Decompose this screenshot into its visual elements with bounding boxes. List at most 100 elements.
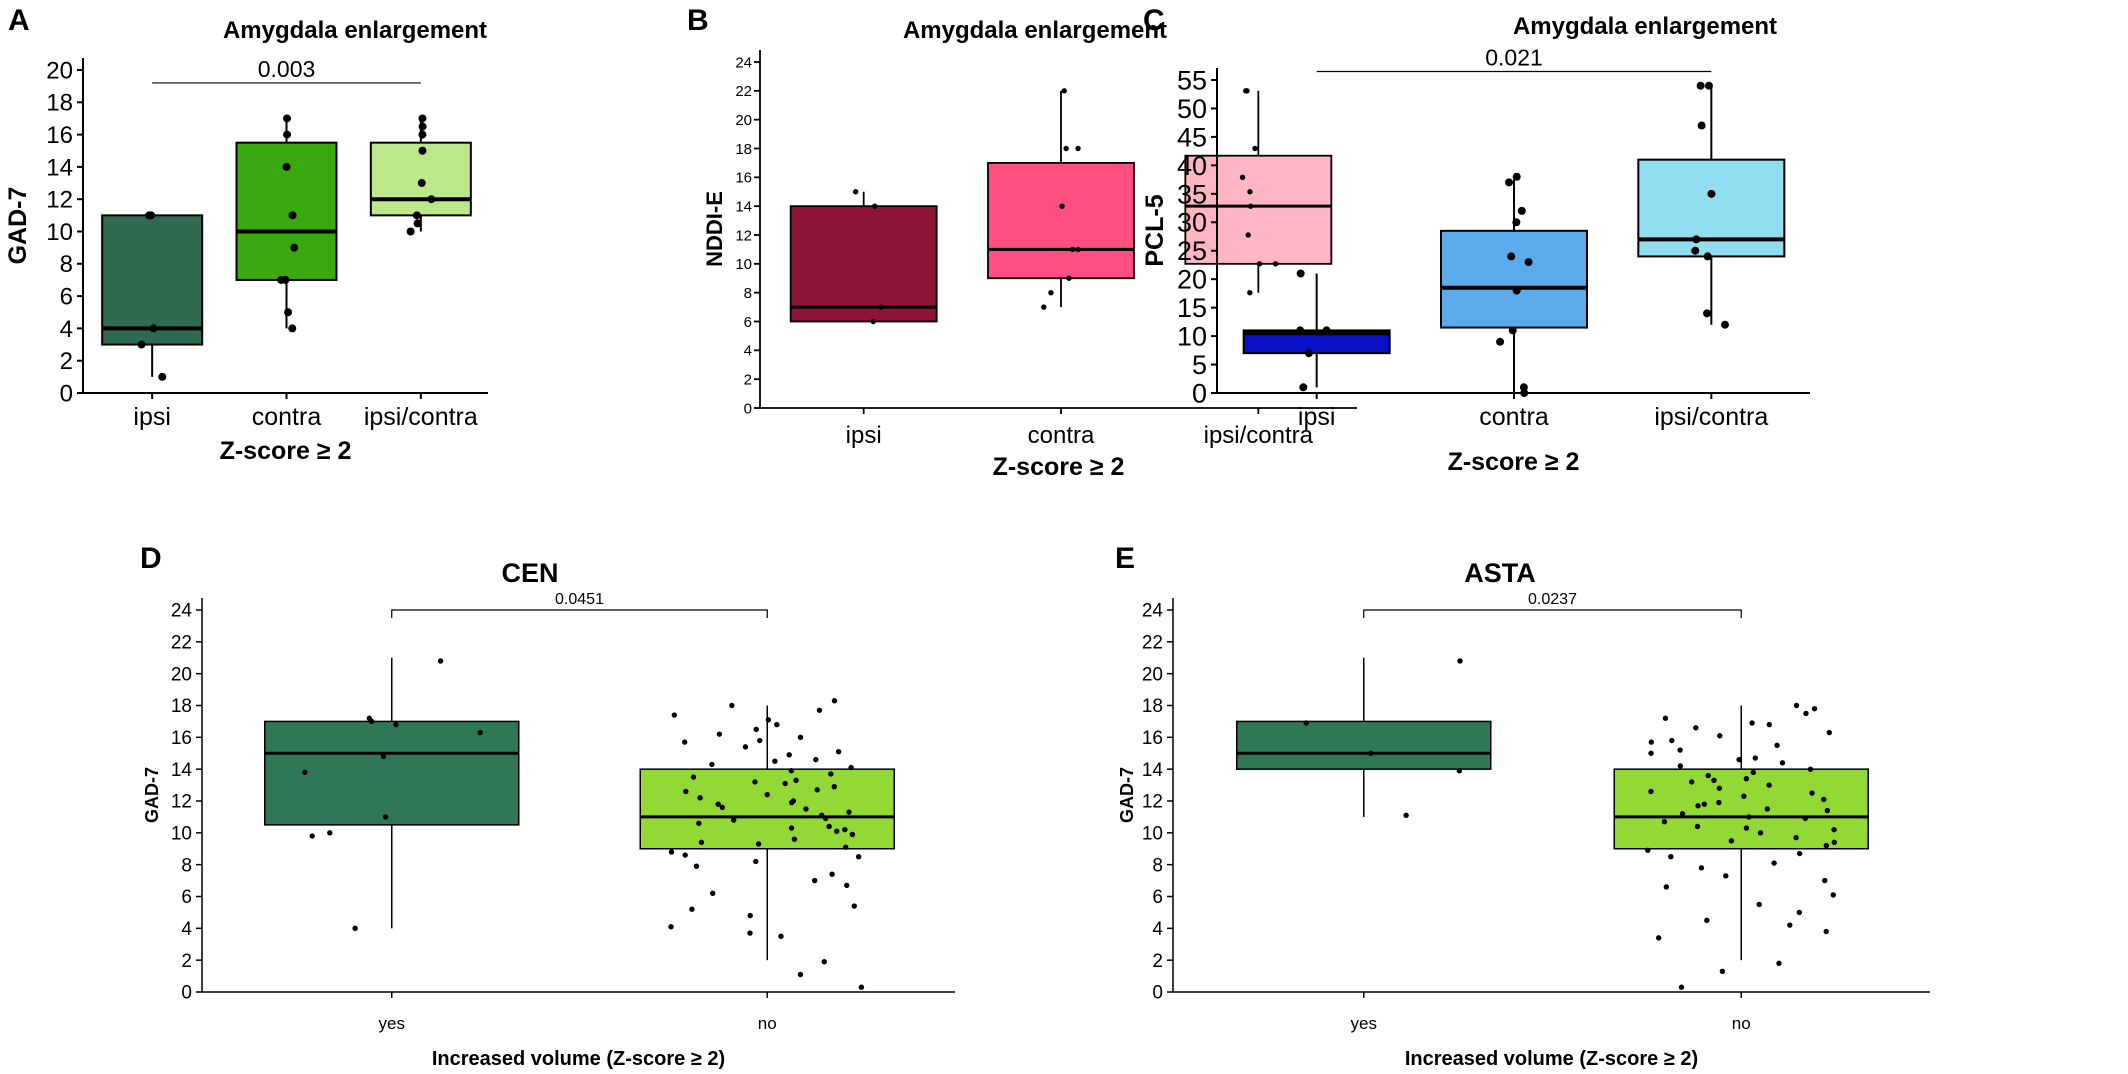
data-point	[1075, 145, 1081, 152]
data-point	[833, 828, 840, 834]
data-point	[1698, 865, 1705, 871]
box-ipsi	[789, 205, 938, 323]
x-axis-label: Increased volume (Z-score ≥ 2)	[1405, 1048, 1698, 1070]
data-point	[753, 726, 759, 733]
data-point	[797, 734, 804, 741]
y-tick-label: 12	[46, 187, 73, 214]
data-point	[158, 372, 167, 381]
data-point	[1720, 320, 1729, 329]
y-tick-label: 10	[735, 256, 752, 273]
data-point	[427, 195, 436, 204]
data-point	[1505, 178, 1514, 187]
data-point	[1247, 189, 1253, 195]
data-point	[1512, 218, 1521, 227]
data-point	[719, 804, 726, 811]
y-tick-label: 6	[181, 887, 192, 908]
data-point	[147, 211, 156, 220]
data-point	[855, 854, 862, 860]
data-point	[1776, 960, 1782, 967]
x-tick-label: no	[1732, 1014, 1751, 1033]
data-point	[1688, 779, 1695, 785]
data-point	[1793, 702, 1800, 709]
data-point	[302, 769, 308, 776]
data-point	[282, 162, 291, 171]
data-point	[752, 779, 758, 785]
box-ipsi	[101, 214, 204, 346]
y-tick-label: 8	[744, 285, 752, 302]
y-tick-label: 6	[744, 314, 752, 331]
chart-title: Amygdala enlargement	[903, 17, 1167, 44]
y-tick-label: 18	[171, 696, 192, 717]
data-point	[1764, 806, 1771, 812]
y-tick-label: 6	[60, 284, 73, 311]
data-point	[786, 752, 792, 758]
x-tick-label: ipsi	[133, 403, 171, 431]
p-value-label: 0.0237	[1528, 591, 1577, 608]
box-yes	[1236, 720, 1492, 770]
data-point	[1512, 172, 1521, 181]
data-point	[1655, 935, 1662, 941]
data-point	[1803, 710, 1809, 717]
data-point	[878, 304, 884, 310]
data-point	[1296, 269, 1305, 278]
data-point	[826, 823, 832, 830]
y-tick-label: 24	[171, 601, 193, 622]
data-point	[1807, 766, 1814, 772]
data-point	[290, 243, 299, 252]
y-axis-label: NDDI-E	[702, 191, 727, 267]
x-axis-label: Z-score ≥ 2	[1448, 448, 1580, 476]
chart-title: Amygdala enlargement	[1513, 13, 1777, 40]
data-point	[288, 324, 297, 333]
data-point	[1796, 850, 1803, 857]
data-point	[870, 318, 876, 325]
x-tick-label: no	[758, 1014, 777, 1033]
data-point	[149, 324, 158, 333]
y-tick-label: 2	[181, 951, 192, 972]
y-tick-label: 20	[171, 664, 192, 685]
data-point	[774, 721, 780, 728]
data-point	[393, 721, 399, 728]
data-point	[848, 764, 854, 771]
data-point	[1520, 389, 1529, 397]
y-axis-label: GAD-7	[4, 187, 32, 265]
y-tick-label: 14	[735, 198, 752, 215]
y-tick-label: 55	[1177, 65, 1207, 95]
data-point	[1691, 246, 1700, 255]
y-tick-label: 20	[1142, 664, 1163, 685]
data-point	[709, 761, 715, 768]
data-point	[1823, 842, 1830, 849]
data-point	[418, 122, 427, 131]
data-point	[1247, 289, 1253, 296]
box-ipsi-contra	[1184, 154, 1333, 265]
data-point	[1716, 799, 1722, 806]
panel-a: A Amygdala enlargement 0 2 4 6 8 10 12 14 16 18 20 GA…	[4, 4, 488, 465]
p-value-label: 0.003	[258, 56, 316, 82]
data-point	[1303, 720, 1309, 726]
data-point	[1059, 203, 1065, 209]
y-tick-label: 0	[1152, 983, 1163, 1004]
data-point	[1524, 258, 1533, 267]
data-point	[1704, 81, 1713, 90]
data-point	[842, 826, 848, 833]
data-point	[765, 717, 772, 723]
data-point	[1322, 326, 1331, 335]
data-point	[1668, 854, 1674, 860]
data-point	[831, 698, 838, 704]
data-point	[668, 924, 674, 930]
data-point	[755, 841, 762, 847]
data-point	[1677, 747, 1683, 753]
data-point	[352, 925, 358, 932]
data-point	[1679, 811, 1686, 817]
data-point	[1796, 909, 1803, 916]
data-point	[829, 871, 835, 877]
data-point	[1831, 826, 1837, 833]
data-point	[814, 787, 820, 793]
data-point	[406, 227, 415, 236]
data-point	[715, 801, 721, 807]
significance-bracket	[391, 609, 768, 618]
data-point	[793, 777, 799, 784]
y-tick-label: 18	[1142, 696, 1163, 717]
data-point	[1247, 203, 1254, 209]
data-point	[1517, 206, 1526, 215]
data-point	[858, 984, 865, 990]
